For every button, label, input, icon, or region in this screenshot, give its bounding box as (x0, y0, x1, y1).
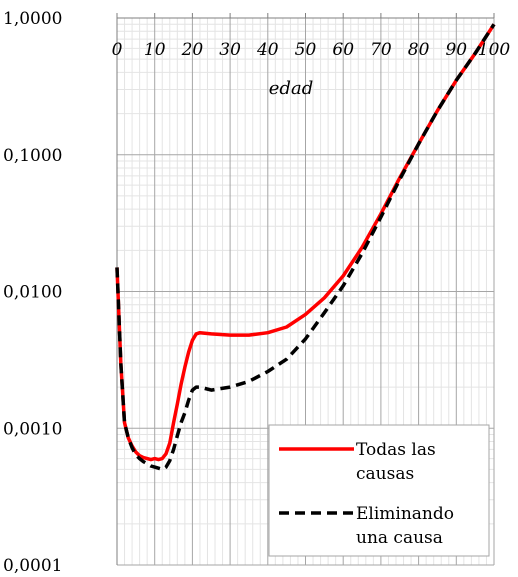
y-tick-label: 0,1000 (3, 146, 62, 166)
x-tick-label: 60 (332, 40, 354, 60)
y-tick-label: 0,0010 (3, 419, 62, 439)
series-todas-las-causas (115, 23, 496, 462)
x-tick-label: 50 (295, 40, 317, 60)
y-tick-label: 0,0100 (3, 283, 62, 303)
legend-label: causas (356, 464, 414, 484)
x-tick-label: 70 (370, 40, 392, 60)
legend-box (268, 424, 490, 557)
legend-label: Eliminando (356, 504, 454, 524)
legend-label: Todas las (356, 440, 436, 460)
series-lines (115, 23, 496, 472)
x-tick-label: 0 (112, 40, 123, 60)
series-eliminando-una-causa (115, 23, 496, 472)
y-tick-label: 1,0000 (3, 9, 62, 29)
x-tick-label: 90 (445, 40, 467, 60)
x-tick-label: 30 (219, 40, 241, 60)
x-tick-label: 80 (408, 40, 430, 60)
x-tick-label: 20 (181, 40, 204, 60)
y-tick-label: 0,0001 (3, 556, 62, 576)
x-tick-label: 40 (256, 40, 279, 60)
legend: Todas las causas Eliminando una causa (268, 424, 490, 557)
x-tick-label: 10 (144, 40, 166, 60)
x-tick-labels: 0 10 20 30 40 50 60 70 80 90 100 (112, 40, 511, 60)
x-tick-label: 100 (478, 40, 511, 60)
x-axis-label: edad (269, 78, 313, 99)
legend-label: una causa (356, 528, 443, 548)
y-tick-labels: 1,0000 0,1000 0,0100 0,0010 0,0001 (3, 9, 62, 576)
